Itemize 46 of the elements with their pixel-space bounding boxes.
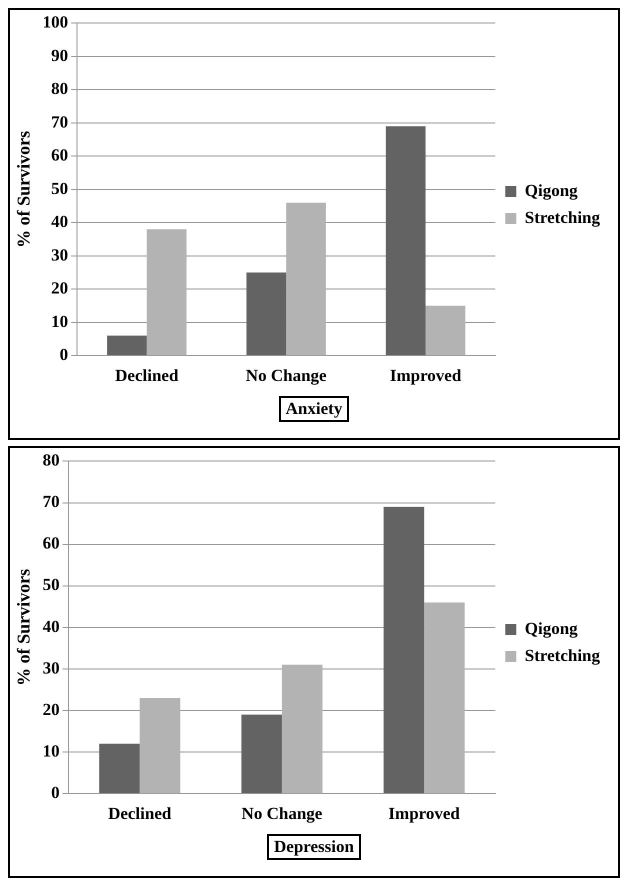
bar — [384, 506, 424, 794]
legend-label: Stretching — [524, 646, 600, 665]
x-tick-label: Improved — [388, 804, 460, 824]
y-tick-label: 60 — [42, 534, 60, 553]
y-tick-label: 20 — [51, 278, 68, 298]
y-tick-label: 80 — [51, 79, 68, 98]
y-tick-label: 40 — [42, 616, 60, 636]
y-tick-label: 100 — [42, 12, 68, 32]
x-tick-label: No Change — [242, 804, 323, 824]
bar — [246, 272, 286, 356]
y-tick-label: 50 — [42, 575, 60, 594]
y-tick-label: 50 — [51, 178, 68, 198]
bar — [241, 714, 282, 794]
bar — [426, 306, 466, 356]
x-tick-label: Declined — [108, 804, 172, 824]
bar — [99, 744, 140, 794]
y-tick-label: 10 — [42, 741, 60, 760]
y-tick-label: 30 — [42, 658, 60, 678]
y-tick-label: 70 — [51, 112, 68, 132]
legend-label: Qigong — [524, 618, 578, 638]
y-tick-label: 0 — [60, 344, 68, 364]
y-tick-label: 20 — [42, 700, 60, 719]
legend-label: Stretching — [524, 208, 600, 227]
bar — [140, 698, 180, 794]
y-axis-title: % of Survivors — [13, 130, 34, 248]
x-axis-title: Depression — [267, 834, 361, 860]
y-tick-label: 70 — [42, 492, 60, 512]
y-tick-label: 0 — [51, 782, 60, 802]
legend-label: Qigong — [524, 180, 578, 200]
y-tick-label: 40 — [51, 212, 68, 232]
bar — [386, 126, 426, 356]
bar — [424, 602, 465, 794]
bar — [286, 202, 326, 356]
y-tick-label: 60 — [51, 146, 68, 165]
x-tick-label: No Change — [246, 366, 328, 386]
y-tick-label: 90 — [51, 46, 68, 65]
y-tick-label: 80 — [42, 450, 60, 470]
y-axis-title: % of Survivors — [13, 568, 34, 686]
x-tick-label: Improved — [390, 366, 462, 386]
x-tick-label: Declined — [115, 366, 179, 386]
bar — [107, 336, 147, 356]
bar — [282, 664, 322, 794]
x-axis-title: Anxiety — [278, 396, 350, 422]
y-tick-label: 10 — [51, 312, 68, 331]
bar — [146, 229, 187, 356]
y-tick-label: 30 — [51, 245, 68, 264]
